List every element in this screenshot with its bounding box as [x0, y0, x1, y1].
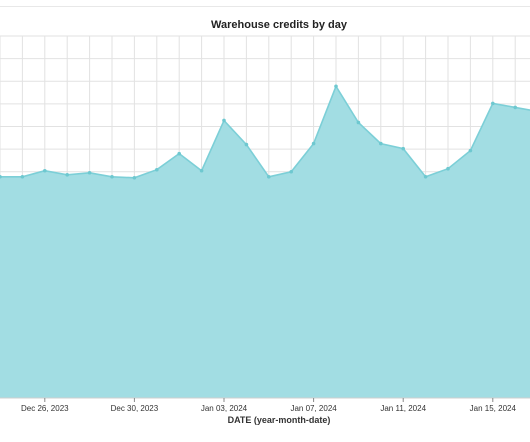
data-point — [20, 174, 25, 179]
data-point — [468, 148, 473, 153]
x-tick-label: Dec 30, 2023 — [111, 404, 159, 413]
data-point — [379, 141, 383, 146]
data-point — [311, 141, 316, 146]
top-divider — [0, 6, 530, 7]
data-point — [43, 168, 47, 173]
x-tick-label: Dec 26, 2023 — [21, 404, 69, 413]
x-tick-label: Jan 03, 2024 — [201, 404, 248, 413]
area-fill — [0, 86, 530, 398]
chart-title: Warehouse credits by day — [211, 19, 347, 31]
data-point — [491, 101, 495, 106]
data-point — [244, 142, 249, 147]
data-point — [446, 166, 450, 171]
data-point — [267, 174, 271, 179]
data-point — [401, 146, 406, 151]
data-point — [222, 118, 226, 123]
data-point — [110, 174, 114, 179]
area-series — [0, 84, 530, 398]
data-point — [423, 174, 428, 179]
data-point — [289, 169, 294, 174]
data-point — [0, 174, 2, 179]
x-axis: Dec 26, 2023 Dec 30, 2023 Jan 03, 2024 Jan … — [0, 397, 530, 413]
data-point — [199, 168, 204, 173]
data-point — [132, 175, 137, 180]
x-tick-label: Jan 11, 2024 — [380, 404, 426, 413]
data-point — [334, 84, 338, 89]
data-point — [65, 172, 69, 177]
x-axis-title: DATE (year-month-date) — [227, 415, 331, 425]
data-point — [513, 105, 517, 110]
data-point — [177, 151, 181, 156]
x-tick-label: Jan 15, 2024 — [470, 404, 517, 413]
x-tick-label: Jan 07, 2024 — [290, 404, 337, 413]
series-line — [0, 84, 530, 179]
data-point — [87, 170, 92, 175]
data-point — [356, 120, 361, 125]
data-point — [155, 167, 159, 172]
